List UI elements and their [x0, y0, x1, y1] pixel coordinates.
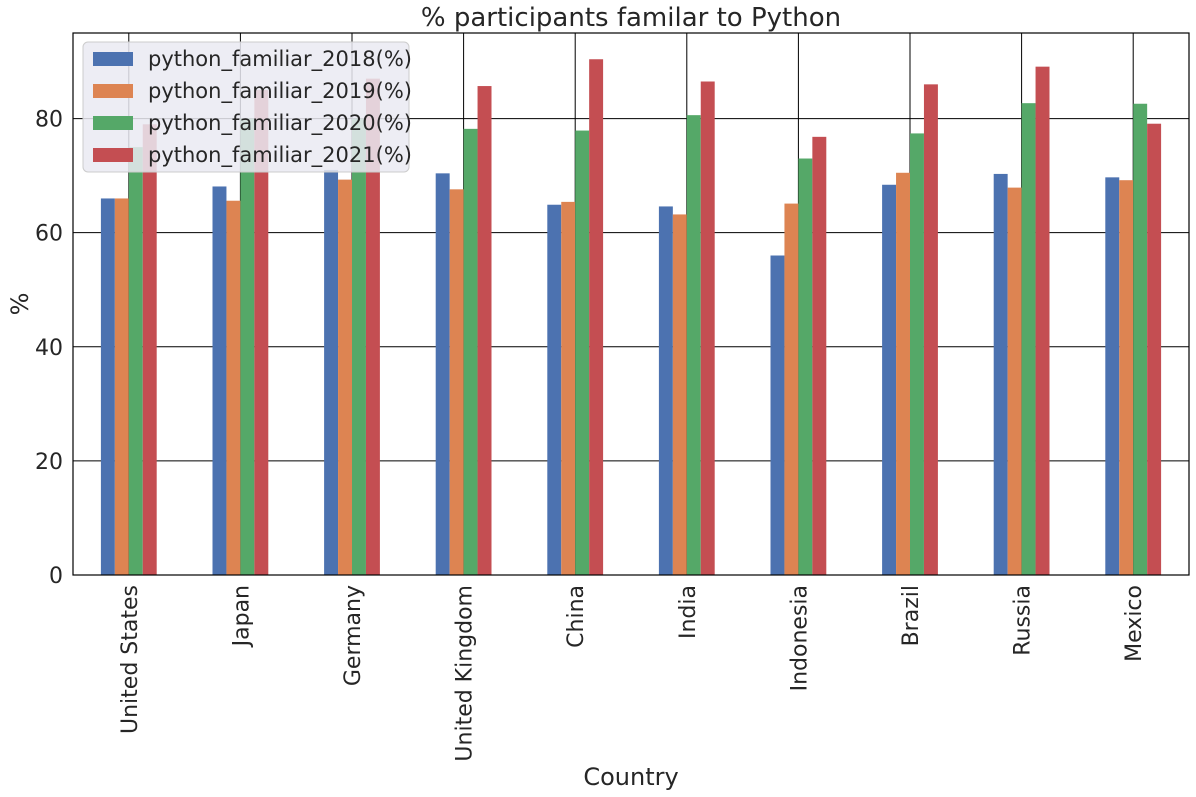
bar — [923, 84, 938, 576]
bar — [142, 124, 157, 575]
x-tick-label: Mexico — [1122, 585, 1147, 662]
bar — [352, 118, 366, 575]
bar — [212, 186, 227, 576]
x-tick-label: India — [676, 585, 701, 639]
bar — [589, 59, 604, 576]
bar — [993, 173, 1008, 576]
bar — [686, 115, 701, 575]
bar — [128, 147, 143, 575]
plot-frame — [72, 32, 1190, 576]
legend-label: python_familiar_2019(%) — [148, 79, 412, 104]
bar — [324, 169, 339, 575]
bars — [100, 59, 1162, 576]
x-axis-label: Country — [583, 763, 678, 791]
bar — [114, 198, 129, 575]
bar — [1035, 66, 1050, 576]
y-tick-label: 80 — [35, 108, 63, 133]
y-tick-label: 60 — [35, 222, 63, 247]
bar — [770, 255, 785, 576]
bar — [1133, 103, 1148, 575]
bar — [435, 173, 450, 575]
bar — [658, 206, 673, 575]
bar — [547, 204, 562, 575]
bar — [338, 179, 352, 576]
x-axis-ticks: United States Japan Germany United Kingdom C… — [118, 585, 1147, 762]
legend-swatch — [93, 116, 133, 130]
bar — [100, 198, 115, 575]
bar — [798, 158, 813, 575]
bar — [477, 86, 492, 575]
bar — [254, 90, 269, 575]
legend-label: python_familiar_2020(%) — [148, 111, 412, 136]
bar — [882, 184, 897, 575]
x-tick-label: Brazil — [899, 585, 924, 646]
x-tick-label: United States — [118, 585, 143, 734]
y-tick-label: 20 — [35, 450, 63, 475]
legend-label: python_familiar_2018(%) — [148, 47, 412, 72]
y-axis-label: % — [6, 293, 34, 316]
bar — [1147, 123, 1162, 575]
bar — [449, 189, 464, 575]
y-tick-label: 0 — [49, 564, 63, 589]
bar — [812, 136, 827, 575]
legend-swatch — [93, 84, 133, 98]
legend: python_familiar_2018(%) python_familiar_2… — [82, 41, 412, 173]
bar — [1119, 180, 1134, 575]
bar — [561, 201, 576, 575]
x-tick-label: United Kingdom — [453, 585, 478, 762]
bar — [1021, 103, 1036, 575]
x-tick-label: Germany — [341, 585, 366, 686]
legend-swatch — [93, 52, 133, 66]
bar — [896, 172, 910, 576]
bar — [672, 214, 687, 575]
legend-label: python_familiar_2021(%) — [148, 143, 412, 168]
bar — [784, 203, 799, 575]
bar — [575, 130, 590, 575]
y-axis-ticks: 0 20 40 60 80 — [35, 108, 63, 589]
x-tick-label: Indonesia — [787, 585, 812, 691]
x-tick-label: Japan — [229, 585, 254, 648]
chart-title: % participants familar to Python — [421, 3, 841, 33]
bar — [700, 81, 715, 575]
legend-box — [82, 41, 410, 173]
legend-swatch — [93, 148, 133, 162]
bar — [240, 118, 255, 575]
bar — [910, 133, 924, 575]
x-tick-label: Russia — [1011, 585, 1036, 656]
bar — [226, 200, 241, 575]
x-tick-label: China — [564, 585, 589, 648]
bar — [1105, 177, 1120, 576]
bar — [1007, 187, 1022, 576]
y-tick-label: 40 — [35, 336, 63, 361]
bar — [463, 128, 478, 575]
bar — [365, 78, 380, 576]
